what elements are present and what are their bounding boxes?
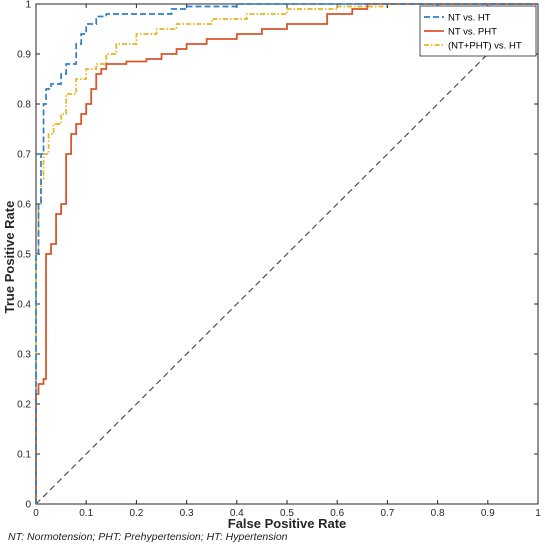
- legend-label: NT vs. PHT: [448, 27, 497, 38]
- x-tick-label: 0: [33, 508, 39, 519]
- y-axis-label-group: True Positive Rate: [2, 201, 17, 314]
- y-tick-label: 0.2: [17, 400, 31, 411]
- legend-label: NT vs. HT: [448, 13, 491, 24]
- x-axis-label: False Positive Rate: [228, 516, 347, 531]
- x-tick-label: 0.3: [180, 508, 194, 519]
- x-tick-label: 0.2: [129, 508, 143, 519]
- footnote: NT: Normotension; PHT: Prehypertension; …: [8, 531, 288, 543]
- x-tick-label: 0.8: [431, 508, 445, 519]
- roc-curve-nt-pht-vs-ht: [35, 3, 538, 504]
- chance-diagonal-line: [35, 3, 539, 505]
- y-tick-label: 0.7: [17, 150, 31, 161]
- x-tick-label: 0.1: [79, 508, 93, 519]
- y-tick-label: 0: [25, 500, 31, 511]
- plot-area: 0 0.1 0.2 0.3 0.4 0.5 0.6 0.7 0.8 0.9 1 0 0.1 0.2 0.3 0…: [17, 0, 541, 519]
- x-tick-label: 0.4: [230, 508, 244, 519]
- y-tick-label: 0.8: [17, 100, 31, 111]
- y-tick-label: 0.9: [17, 50, 31, 61]
- roc-curve-nt-vs-ht: [35, 3, 538, 504]
- x-tick-label: 1: [535, 508, 541, 519]
- roc-curve-nt-vs-pht: [35, 3, 538, 504]
- x-tick-label: 0.6: [330, 508, 344, 519]
- legend-label: (NT+PHT) vs. HT: [448, 41, 522, 52]
- y-tick-label: 0.5: [17, 250, 31, 261]
- y-tick-label: 0.1: [17, 450, 31, 461]
- y-tick-label: 0.6: [17, 200, 31, 211]
- y-tick-label: 0.3: [17, 350, 31, 361]
- x-tick-label: 0.7: [380, 508, 394, 519]
- x-tick-label: 0.5: [280, 508, 294, 519]
- y-axis-label: True Positive Rate: [2, 201, 17, 314]
- y-tick-label: 1: [25, 0, 31, 11]
- x-tick-label: 0.9: [481, 508, 495, 519]
- y-tick-label: 0.4: [17, 300, 31, 311]
